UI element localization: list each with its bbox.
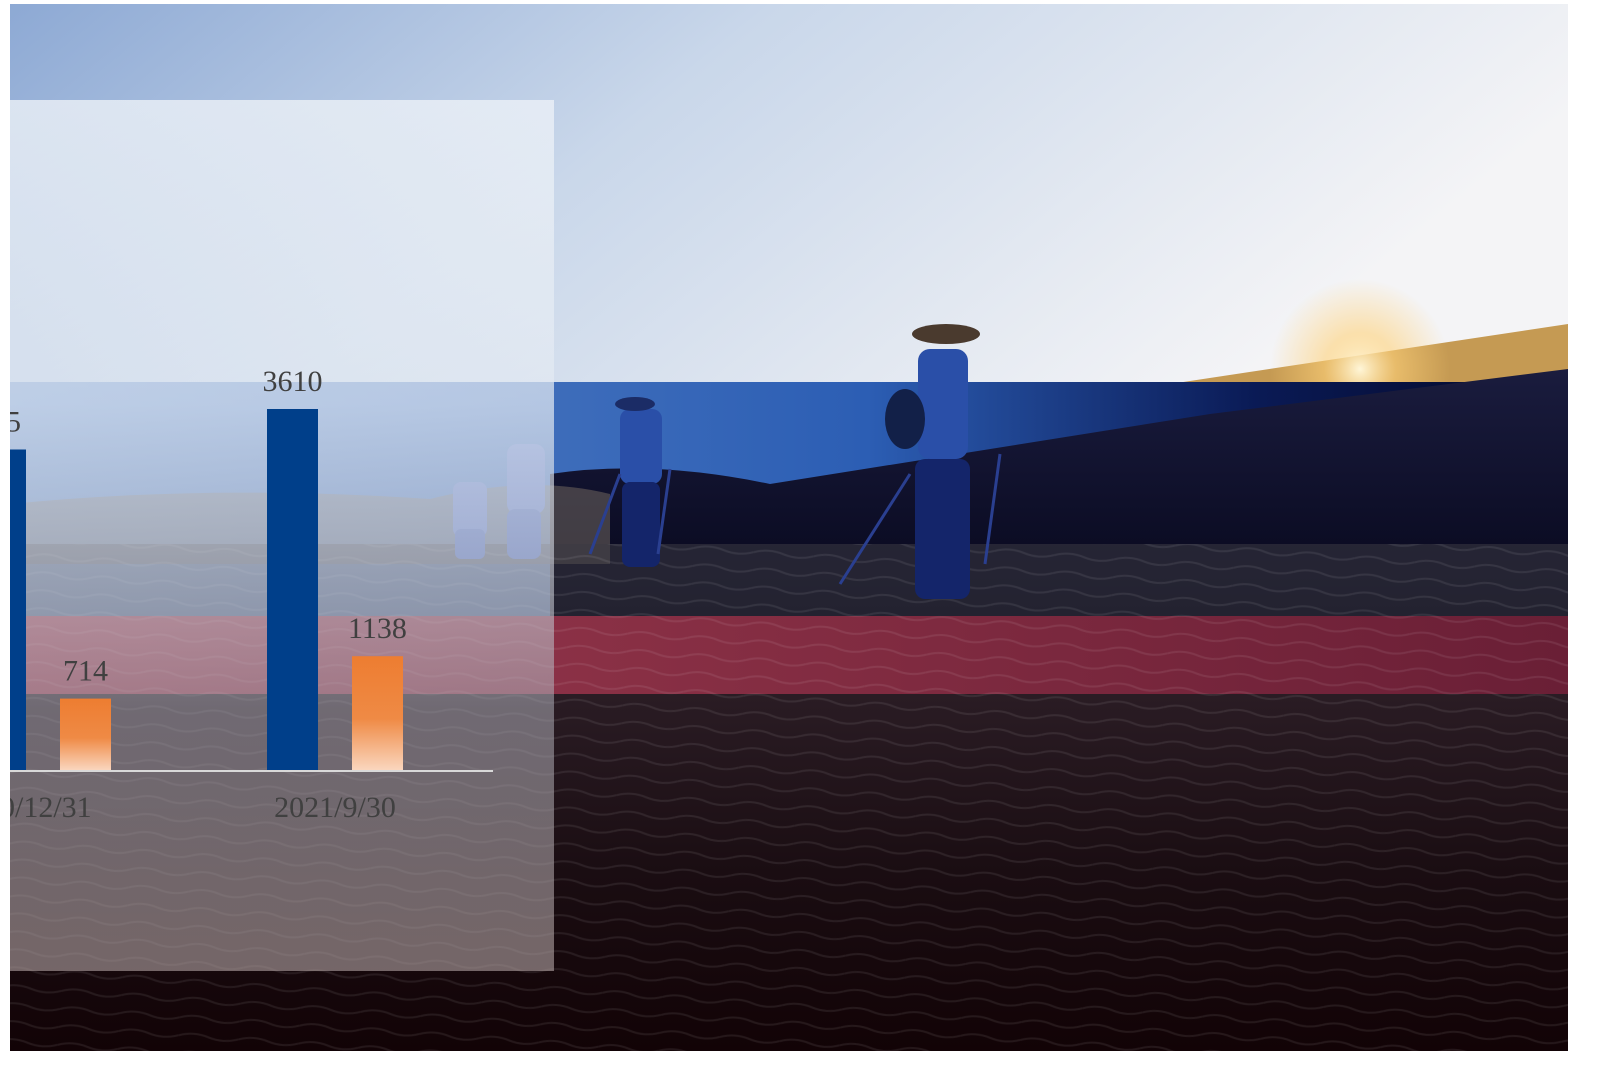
data-label-series-1-1: 5	[10, 406, 21, 439]
data-label-series-1-2: 3610	[263, 365, 323, 398]
data-label-series-2-2: 1138	[348, 612, 407, 645]
bar-series-1-2	[267, 409, 318, 770]
bar-chart: 5 3610 714 1138 0/12/31 2021/9/30	[10, 100, 554, 971]
bar-series-2-1	[60, 699, 111, 770]
bar-series-1-1	[10, 450, 26, 771]
x-tick-label-1: 0/12/31	[10, 791, 92, 824]
bar-series-2-2	[352, 656, 403, 770]
data-label-series-2-1: 714	[63, 655, 108, 688]
x-tick-label-2: 2021/9/30	[274, 791, 396, 824]
chart-panel: 5 3610 714 1138 0/12/31 2021/9/30	[10, 100, 554, 971]
